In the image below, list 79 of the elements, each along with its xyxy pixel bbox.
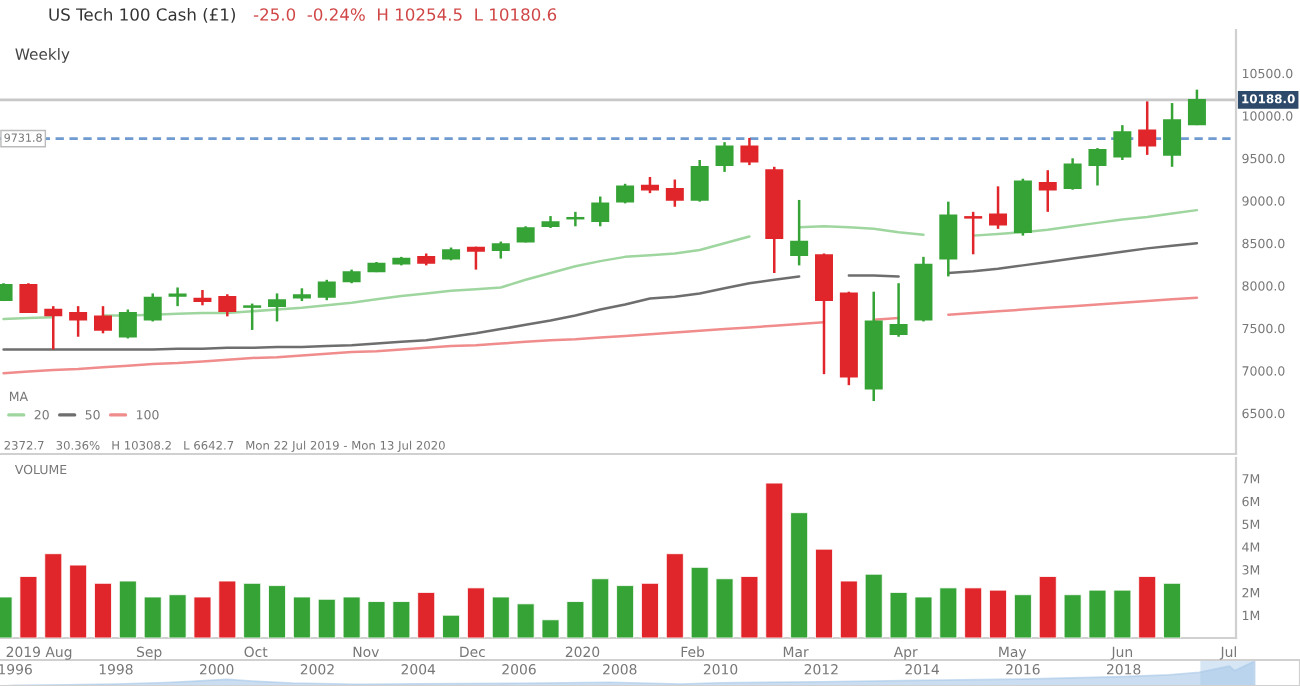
bar (839, 580, 858, 638)
candlestick (715, 140, 734, 174)
bar (715, 578, 734, 638)
candlestick (1063, 157, 1082, 191)
bar (466, 587, 485, 638)
bar (19, 576, 38, 638)
bar (765, 482, 784, 638)
bar (1113, 589, 1132, 638)
candlestick (939, 200, 958, 278)
bar (591, 578, 610, 638)
bar (989, 589, 1007, 638)
candlestick (243, 302, 262, 332)
bar (292, 596, 311, 638)
bar (889, 592, 908, 638)
bar (94, 582, 112, 638)
bar (218, 580, 237, 638)
candlestick (1088, 146, 1107, 187)
bar (69, 564, 88, 638)
bar (491, 596, 510, 638)
bar (143, 596, 162, 638)
candlestick (740, 136, 759, 167)
bar (1038, 576, 1057, 638)
bar (1063, 594, 1082, 638)
bar (392, 601, 411, 638)
candlestick (964, 210, 983, 256)
bar (243, 582, 262, 638)
candlestick (19, 281, 38, 315)
candlestick (989, 185, 1008, 231)
candlestick (814, 252, 834, 376)
chart-subtitle: -25.0 -0.24% H 10254.5 L 10180.6 (253, 8, 557, 21)
bar (541, 619, 560, 638)
bar (740, 576, 759, 638)
candlestick (1138, 100, 1157, 157)
bar (641, 582, 659, 638)
candlestick (665, 178, 684, 208)
candlestick (591, 195, 610, 228)
candlestick (44, 304, 63, 351)
bar (516, 603, 535, 638)
bar (367, 601, 386, 638)
chart-title: US Tech 100 Cash (£1) (49, 7, 235, 23)
bar (815, 548, 833, 638)
bar (914, 596, 933, 638)
candlestick (616, 182, 635, 205)
candlestick (690, 158, 709, 203)
bar (690, 566, 709, 638)
bar (1138, 576, 1157, 638)
candlestick (1187, 88, 1206, 127)
bar (342, 596, 361, 638)
candlestick (69, 304, 88, 338)
candlestick (218, 293, 237, 318)
bar (317, 598, 336, 638)
candlestick (1038, 168, 1057, 214)
bar (193, 596, 212, 638)
candlestick (168, 286, 187, 308)
bar (616, 585, 635, 638)
bar (1163, 582, 1182, 638)
candlestick (268, 292, 287, 323)
bar (268, 585, 286, 638)
bar (790, 512, 809, 638)
bar (417, 592, 436, 638)
candlestick (93, 304, 113, 335)
bar (864, 573, 883, 638)
bar (1013, 594, 1032, 638)
candlestick (1113, 123, 1132, 162)
bar (44, 553, 63, 638)
bar (442, 614, 461, 638)
bar (1088, 589, 1107, 638)
candlestick (1163, 101, 1182, 169)
candlestick (790, 198, 809, 267)
bar (168, 594, 187, 638)
candlestick (118, 308, 137, 340)
bar (939, 587, 958, 638)
candlestick (889, 281, 908, 338)
candlestick (143, 292, 162, 323)
bar (964, 587, 983, 638)
bar (665, 553, 684, 638)
candlestick (317, 278, 336, 302)
bar (118, 580, 137, 638)
bar (566, 601, 585, 638)
